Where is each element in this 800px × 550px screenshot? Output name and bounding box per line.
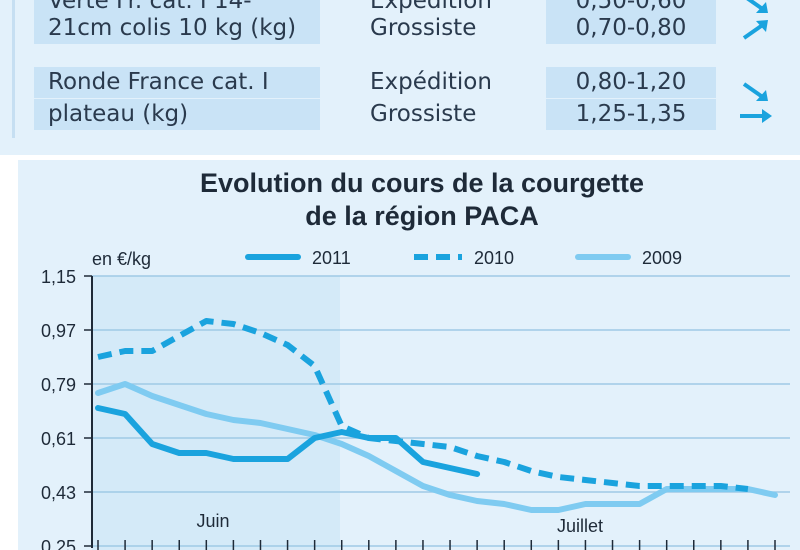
- product-name-line: 21cm colis 10 kg (kg): [34, 13, 320, 44]
- trend-down-icon: [746, 0, 768, 13]
- y-tick-label: 0,61: [41, 429, 76, 449]
- trend-flat-icon: [740, 109, 772, 123]
- chart-title-line-2: de la région PACA: [305, 201, 539, 231]
- legend-label-2009: 2009: [642, 248, 682, 268]
- period-label-july: Juillet: [557, 516, 603, 536]
- legend: 2011 2010 2009: [245, 248, 682, 268]
- y-axis-unit-label: en €/kg: [92, 249, 151, 269]
- y-tick-label: 0,79: [41, 375, 76, 395]
- product-name-line: Verte Fr. cat. I 14-: [34, 0, 320, 17]
- y-gridlines: [92, 275, 790, 547]
- product-name-line: plateau (kg): [34, 99, 320, 130]
- series-line-2009: [95, 381, 778, 513]
- sale-type: Grossiste: [370, 101, 477, 127]
- price-range: 1,25-1,35: [546, 99, 716, 130]
- sale-type: Expédition: [370, 69, 492, 95]
- series-lines: [95, 318, 778, 513]
- june-band: [92, 276, 340, 550]
- sale-type: Grossiste: [370, 15, 477, 41]
- y-tick-label: 0,25: [41, 537, 76, 550]
- y-tick-label: 0,97: [41, 321, 76, 341]
- series-line-2011: [95, 405, 481, 477]
- y-tick-label: 0,43: [41, 483, 76, 503]
- table-left-border: [12, 0, 15, 138]
- price-table: Verte Fr. cat. I 14- 21cm colis 10 kg (k…: [0, 0, 800, 155]
- trend-down-icon: [742, 82, 768, 101]
- legend-label-2011: 2011: [312, 248, 351, 268]
- price-range: 0,70-0,80: [546, 13, 716, 44]
- trend-up-icon: [742, 20, 768, 40]
- price-range: 0,80-1,20: [546, 67, 716, 98]
- chart-title-line-1: Evolution du cours de la courgette: [200, 168, 644, 198]
- series-line-2010: [97, 318, 749, 492]
- product-name-line: Ronde France cat. I: [34, 67, 320, 98]
- price-range: 0,50-0,60: [546, 0, 716, 17]
- period-label-june: Juin: [196, 511, 229, 531]
- x-tick-marks: [97, 540, 776, 550]
- y-tick-labels: 1,15 0,97 0,79 0,61 0,43 0,25: [41, 267, 92, 550]
- legend-label-2010: 2010: [474, 248, 514, 268]
- y-tick-label: 1,15: [41, 267, 76, 287]
- sale-type: Expédition: [370, 0, 492, 14]
